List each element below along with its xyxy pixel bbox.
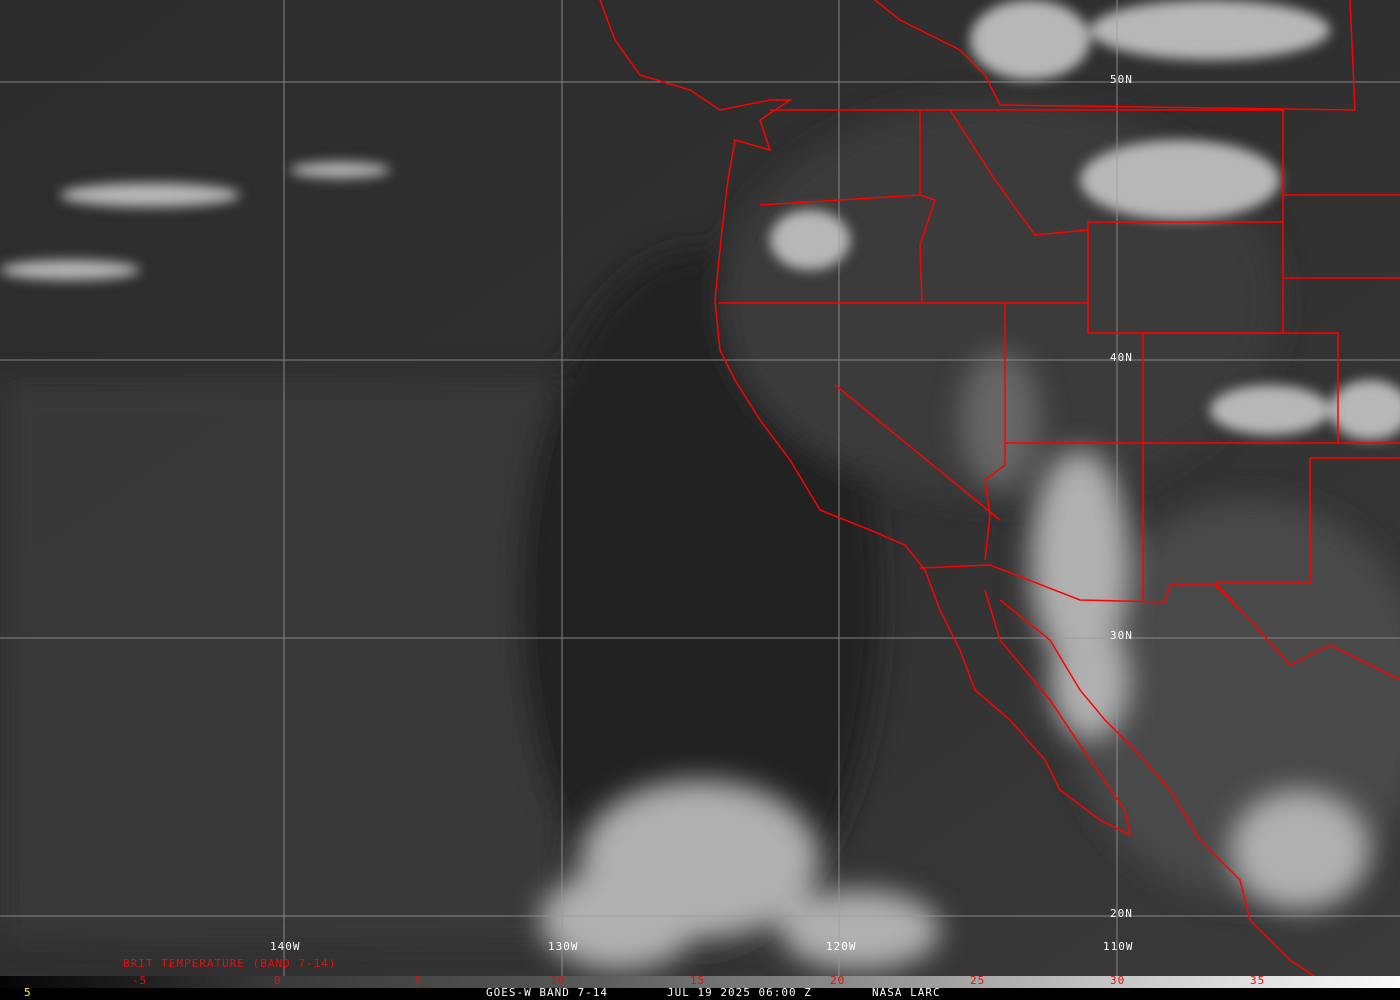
lat-label-50n: 50N bbox=[1110, 73, 1133, 86]
lat-label-30n: 30N bbox=[1110, 629, 1133, 642]
colorbar-tick: -5 bbox=[132, 974, 148, 987]
satellite-image bbox=[0, 0, 1400, 976]
colorbar-tick: 5 bbox=[414, 974, 422, 987]
lat-label-40n: 40N bbox=[1110, 351, 1133, 364]
lat-label-20n: 20N bbox=[1110, 907, 1133, 920]
political-borders bbox=[599, 0, 1400, 976]
lon-label-130w: 130W bbox=[548, 940, 579, 953]
colorbar-tick: 30 bbox=[1110, 974, 1126, 987]
us-mexico-border bbox=[919, 564, 1400, 681]
colorbar-tick: 20 bbox=[830, 974, 846, 987]
colorbar: -5 0 5 10 15 20 25 30 35 bbox=[0, 974, 1400, 988]
lon-label-110w: 110W bbox=[1103, 940, 1134, 953]
colorbar-tick: 25 bbox=[970, 974, 986, 987]
wa-or-border bbox=[759, 194, 936, 304]
lon-label-140w: 140W bbox=[270, 940, 301, 953]
footer-bar: 5 GOES-W BAND 7-14 JUL 19 2025 06:00 Z N… bbox=[0, 986, 1400, 1000]
colorbar-tick: 35 bbox=[1250, 974, 1266, 987]
colorbar-tick: 10 bbox=[550, 974, 566, 987]
canada-border bbox=[770, 109, 1284, 222]
lon-label-120w: 120W bbox=[826, 940, 857, 953]
coastline-mexico bbox=[999, 599, 1316, 976]
footer-source: NASA LARC bbox=[872, 986, 941, 999]
clouds bbox=[0, 0, 1400, 970]
footer-satellite: GOES-W BAND 7-14 bbox=[486, 986, 608, 999]
coastline-west bbox=[599, 0, 1132, 837]
colorbar-tick: 15 bbox=[690, 974, 706, 987]
footer-datetime: JUL 19 2025 06:00 Z bbox=[667, 986, 812, 999]
colorbar-left-value: 5 bbox=[24, 986, 32, 999]
colorbar-tick: 0 bbox=[274, 974, 282, 987]
lat-lon-grid bbox=[0, 0, 1400, 976]
colorbar-title: BRIT TEMPERATURE (BAND 7-14) bbox=[123, 957, 337, 970]
